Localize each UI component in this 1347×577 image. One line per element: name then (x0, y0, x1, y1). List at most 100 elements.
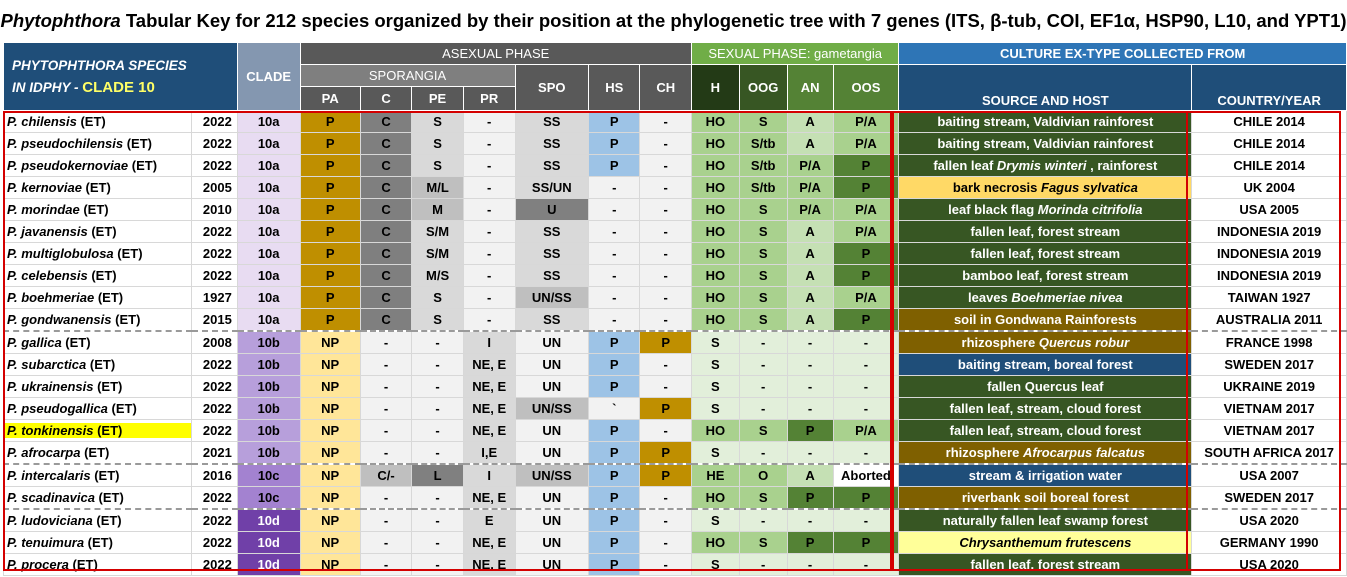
pe-cell: S (411, 308, 464, 332)
species-italic: P. boehmeriae (7, 290, 95, 305)
pe-cell: - (411, 353, 464, 376)
pr-cell: - (462, 242, 516, 265)
species-header: PHYTOPHTHORA SPECIES IN IDPHY - CLADE 10 (3, 42, 238, 111)
year: 1927 (191, 286, 238, 309)
pa-cell: P (299, 242, 361, 265)
table-row: P. tonkinensis (ET) 2022 10b NP - - NE, E UN P - H… (3, 419, 1347, 442)
type-marker: (ET) (76, 114, 106, 129)
ch-cell: - (639, 242, 692, 265)
pr-cell: I (462, 463, 516, 487)
pr-cell: - (462, 308, 516, 332)
an-cell: P/A (786, 154, 834, 177)
species-name: P. kernoviae (ET) (3, 176, 192, 199)
species-name: P. chilensis (ET) (3, 110, 192, 133)
hs-cell: P (588, 463, 641, 487)
oos-cell: P/A (832, 132, 900, 155)
year: 2022 (191, 531, 238, 554)
year: 2022 (191, 110, 238, 133)
source-cell: fallen leaf, stream, cloud forest (898, 419, 1193, 442)
type-marker: (ET) (87, 268, 117, 283)
c-cell: - (359, 531, 413, 554)
species-name: P. pseudogallica (ET) (3, 397, 192, 420)
title-genus: Phytophthora (0, 10, 121, 31)
source-text: stream & irrigation water (968, 468, 1122, 483)
species-name: P. intercalaris (ET) (3, 463, 192, 487)
table-row: P. tenuimura (ET) 2022 10d NP - - NE, E UN P - HO S… (3, 531, 1347, 554)
table-row: P. boehmeriae (ET) 1927 10a P C S - UN/SS - - HO S A… (3, 286, 1347, 309)
pe-cell: - (411, 441, 464, 465)
species-italic: P. tonkinensis (7, 423, 94, 438)
clade-cell: 10c (236, 463, 301, 487)
country-cell: USA 2020 (1191, 553, 1347, 576)
clade-cell: 10a (236, 220, 301, 243)
pr-cell: - (462, 110, 516, 133)
oos-cell: - (832, 441, 900, 465)
c-cell: - (359, 419, 413, 442)
an-cell: P (786, 531, 834, 554)
clade-cell: 10a (236, 154, 301, 177)
pe-cell: - (411, 531, 464, 554)
hs-cell: P (588, 132, 641, 155)
oog-cell: S (738, 531, 788, 554)
pe-cell: M (411, 198, 464, 221)
ch-cell: - (639, 375, 692, 398)
species-italic: P. intercalaris (7, 468, 91, 483)
h-cell: HO (690, 486, 740, 510)
species-rows: P. chilensis (ET) 2022 10a P C S - SS P - HO S A P/A b… (3, 110, 1347, 576)
species-header-line2: IN IDPHY - (12, 79, 79, 95)
species-name: P. celebensis (ET) (3, 264, 192, 287)
an-cell: - (786, 508, 834, 532)
pe-cell: - (411, 419, 464, 442)
sporangia-header: SPORANGIA (299, 64, 516, 87)
oog-cell: - (738, 508, 788, 532)
source-cell: riverbank soil boreal forest (898, 486, 1193, 510)
oos-cell: P/A (832, 110, 900, 133)
ch-cell: - (639, 132, 692, 155)
source-cell: naturally fallen leaf swamp forest (898, 508, 1193, 532)
source-text: fallen leaf (933, 158, 997, 173)
ch-cell: P (639, 441, 692, 465)
source-text: rhizosphere (961, 335, 1039, 350)
hs-cell: P (588, 531, 641, 554)
type-marker: (ET) (81, 180, 111, 195)
c-cell: C (359, 154, 413, 177)
an-cell: - (786, 441, 834, 465)
h-cell: HO (690, 198, 740, 221)
pe-cell: - (411, 330, 464, 354)
an-cell: A (786, 308, 834, 332)
c-cell: C (359, 308, 413, 332)
table-row: P. celebensis (ET) 2022 10a P C M/S - SS - - HO S A P… (3, 264, 1347, 287)
pa-cell: NP (299, 531, 361, 554)
species-italic: P. pseudokernoviae (7, 158, 129, 173)
pa-cell: NP (299, 441, 361, 465)
country-cell: SWEDEN 2017 (1191, 353, 1347, 376)
host-name: Boehmeriae nivea (1011, 290, 1123, 305)
pa-cell: NP (299, 419, 361, 442)
h-cell: S (690, 441, 740, 465)
source-cell: bamboo leaf, forest stream (898, 264, 1193, 287)
h-cell: S (690, 553, 740, 576)
source-text: naturally fallen leaf swamp forest (942, 513, 1148, 528)
source-text: fallen leaf, stream, cloud forest (949, 423, 1142, 438)
pe-cell: M/L (411, 176, 464, 199)
source-text: riverbank soil boreal forest (961, 490, 1129, 505)
year: 2008 (191, 330, 238, 354)
c-cell: - (359, 397, 413, 420)
pe-cell: - (411, 397, 464, 420)
year: 2022 (191, 154, 238, 177)
species-italic: P. javanensis (7, 224, 88, 239)
table-row: P. gondwanensis (ET) 2015 10a P C S - SS - - HO S A P… (3, 308, 1347, 332)
species-italic: P. gondwanensis (7, 312, 112, 327)
h-cell: HO (690, 242, 740, 265)
species-italic: P. subarctica (7, 357, 87, 372)
source-cell: stream & irrigation water (898, 463, 1193, 487)
ch-cell: P (639, 397, 692, 420)
spo-cell: SS (514, 154, 590, 177)
spo-cell: SS/UN (514, 176, 590, 199)
source-text: baiting stream, boreal forest (957, 357, 1133, 372)
source-suffix: , rainforest (1086, 158, 1158, 173)
source-cell: leaf black flag Morinda citrifolia (898, 198, 1193, 221)
hs-cell: - (588, 220, 641, 243)
pr-cell: NE, E (462, 397, 516, 420)
ch-cell: - (639, 308, 692, 332)
